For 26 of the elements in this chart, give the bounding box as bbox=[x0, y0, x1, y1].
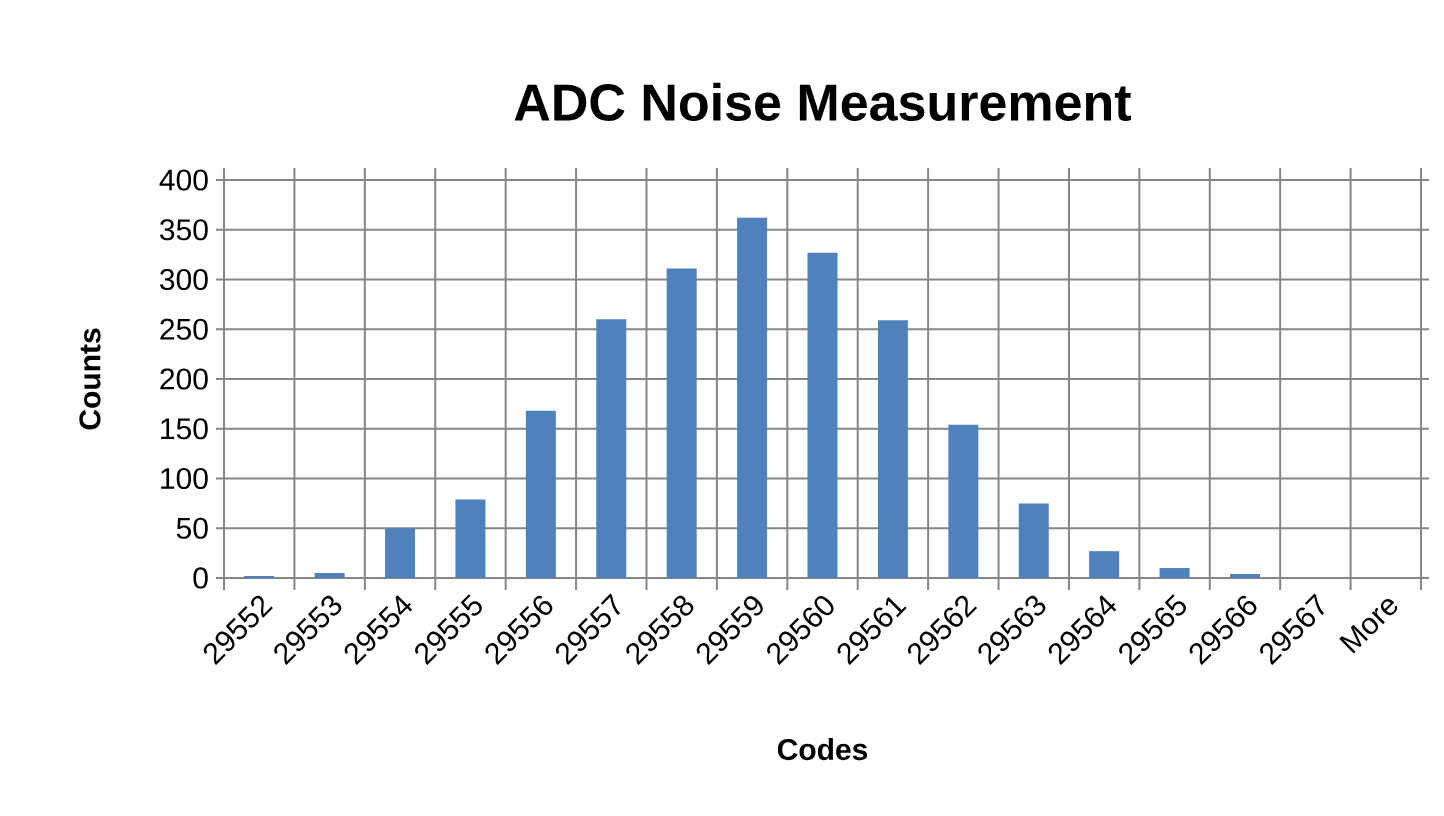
bar bbox=[737, 217, 768, 578]
x-axis-title: Codes bbox=[777, 738, 868, 761]
bar bbox=[1089, 551, 1120, 578]
y-tick-label: 400 bbox=[159, 169, 208, 191]
bar bbox=[314, 573, 345, 578]
y-tick-label: 350 bbox=[160, 219, 208, 241]
bar bbox=[525, 410, 556, 578]
chart-title: ADC Noise Measurement bbox=[514, 82, 1131, 121]
bar bbox=[666, 268, 697, 578]
y-tick-label: 0 bbox=[193, 567, 208, 589]
bar bbox=[1229, 574, 1260, 578]
bar bbox=[807, 252, 838, 578]
bar bbox=[596, 319, 627, 578]
y-tick-label: 50 bbox=[176, 517, 208, 539]
y-tick-label: 300 bbox=[160, 268, 208, 291]
y-tick-label: 150 bbox=[161, 418, 208, 440]
y-tick-label: 200 bbox=[160, 368, 208, 390]
bar bbox=[385, 528, 416, 578]
bar bbox=[1018, 503, 1049, 578]
bar bbox=[455, 499, 486, 578]
y-tick-label: 250 bbox=[160, 318, 208, 340]
bar bbox=[1159, 568, 1190, 578]
bar bbox=[948, 424, 979, 578]
y-tick-label: 100 bbox=[161, 467, 208, 490]
y-axis-title: Counts bbox=[79, 328, 101, 430]
bar bbox=[877, 320, 908, 578]
